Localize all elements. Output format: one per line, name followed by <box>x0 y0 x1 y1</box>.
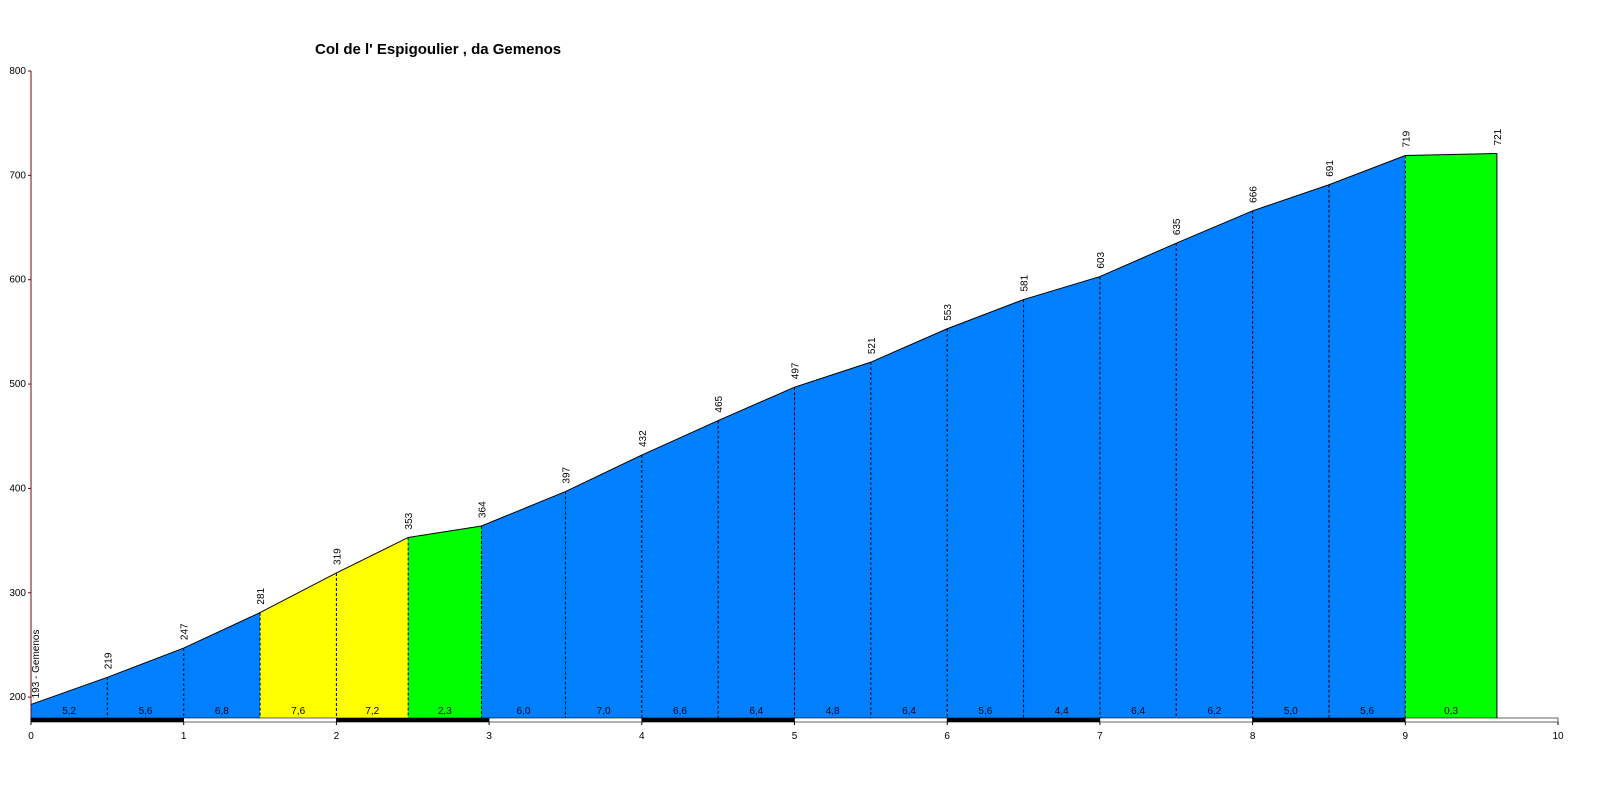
profile-segment <box>336 537 409 718</box>
elevation-label: 432 <box>638 430 649 447</box>
scale-bar-block <box>30 717 184 723</box>
y-tick-label: 800 <box>9 66 26 77</box>
y-tick-label: 400 <box>9 483 26 494</box>
elevation-label: 364 <box>477 501 488 518</box>
elevation-label: 635 <box>1172 218 1183 235</box>
gradient-label: 2,3 <box>438 706 452 717</box>
x-tick-label: 1 <box>181 731 187 742</box>
profile-segment <box>641 420 719 718</box>
gradient-label: 7,6 <box>291 706 305 717</box>
profile-segment <box>794 362 871 718</box>
profile-segment <box>1328 155 1406 719</box>
profile-segment <box>1099 243 1177 718</box>
x-tick-label: 8 <box>1250 731 1256 742</box>
profile-segment <box>107 648 184 718</box>
elevation-label: 721 <box>1493 128 1504 145</box>
gradient-label: 5,6 <box>1360 706 1374 717</box>
elevation-label: 319 <box>332 548 343 565</box>
gradient-label: 6,6 <box>673 706 687 717</box>
profile-segment <box>870 328 948 718</box>
x-tick-label: 0 <box>28 731 34 742</box>
gradient-label: 5,0 <box>1284 706 1298 717</box>
y-tick-label: 300 <box>9 588 26 599</box>
x-tick-label: 3 <box>486 731 492 742</box>
chart-title: Col de l' Espigoulier , da Gemenos <box>315 41 561 58</box>
profile-segment <box>1405 153 1497 719</box>
profile-segment <box>1176 210 1253 718</box>
x-tick-label: 10 <box>1552 731 1564 742</box>
x-tick-label: 9 <box>1403 731 1409 742</box>
profile-segment <box>260 572 337 718</box>
profile-segment <box>183 612 261 718</box>
gradient-label: 6,2 <box>1207 706 1221 717</box>
elevation-label: 521 <box>867 337 878 354</box>
gradient-label: 6,4 <box>749 706 763 717</box>
elevation-label: 691 <box>1325 160 1336 177</box>
elevation-label: 581 <box>1020 274 1031 291</box>
profile-segments <box>30 152 1498 719</box>
scale-bar-block <box>1405 717 1559 723</box>
data-labels: 5,2 5,6 6,8 7,6 7,2 2,3 6,0 7,0 6,6 6,4 4,8 6,4 5,6 4… <box>31 128 1504 717</box>
gradient-label: 6,4 <box>902 706 916 717</box>
gradient-label: 5,6 <box>978 706 992 717</box>
profile-segment <box>565 455 642 718</box>
x-tick-label: 2 <box>334 731 340 742</box>
y-tick-label: 200 <box>9 692 26 703</box>
scale-bar-block <box>1252 717 1406 723</box>
elevation-label: 465 <box>714 395 725 412</box>
x-tick-label: 7 <box>1097 731 1103 742</box>
km-dividers <box>106 155 1406 718</box>
elevation-label: 353 <box>404 512 415 529</box>
gradient-label: 6,0 <box>517 706 531 717</box>
profile-segment <box>481 491 566 718</box>
profile-segment <box>718 387 795 718</box>
scale-bar-block <box>183 717 337 723</box>
elevation-label: 219 <box>103 652 114 669</box>
gradient-label: 6,8 <box>215 706 229 717</box>
gradient-label: 4,4 <box>1055 706 1069 717</box>
gradient-label: 6,4 <box>1131 706 1145 717</box>
scale-bar-block <box>336 717 490 723</box>
profile-segment <box>1252 184 1329 719</box>
elevation-label: 553 <box>943 304 954 321</box>
y-tick-label: 600 <box>9 275 26 286</box>
y-tick-label: 700 <box>9 170 26 181</box>
elevation-label: 397 <box>561 466 572 483</box>
y-tick-label: 500 <box>9 379 26 390</box>
profile-segment <box>31 677 108 718</box>
profile-segment <box>1023 276 1100 718</box>
profile-outline <box>30 152 1497 705</box>
scale-bar-block <box>1099 717 1253 723</box>
elevation-label: 281 <box>256 587 267 604</box>
elevation-label: 666 <box>1249 186 1260 203</box>
elevation-label: 603 <box>1096 251 1107 268</box>
gradient-label: 5,6 <box>139 706 153 717</box>
gradient-label: 4,8 <box>826 706 840 717</box>
elevation-label: 719 <box>1401 130 1412 147</box>
profile-segment <box>408 525 482 718</box>
axes: 200 300 400 500 600 700 800 0 1 2 3 4 5 6 7 8 9 10 <box>9 66 1564 742</box>
gradient-label: 7,2 <box>365 706 379 717</box>
scale-bar-block <box>946 717 1101 723</box>
elevation-label: 497 <box>791 362 802 379</box>
profile-segment <box>947 299 1024 718</box>
x-tick-label: 5 <box>792 731 798 742</box>
gradient-label: 5,2 <box>62 706 76 717</box>
scale-bar-block <box>488 717 643 723</box>
gradient-label: 7,0 <box>597 706 611 717</box>
x-tick-label: 6 <box>944 731 950 742</box>
start-label: 193 - Gemenos <box>31 629 42 698</box>
x-tick-label: 4 <box>639 731 645 742</box>
distance-scale-bar <box>30 717 1559 723</box>
gradient-label: 0,3 <box>1444 706 1458 717</box>
scale-bar-block <box>641 717 795 723</box>
elevation-label: 247 <box>180 623 191 640</box>
scale-bar-block <box>794 717 948 723</box>
